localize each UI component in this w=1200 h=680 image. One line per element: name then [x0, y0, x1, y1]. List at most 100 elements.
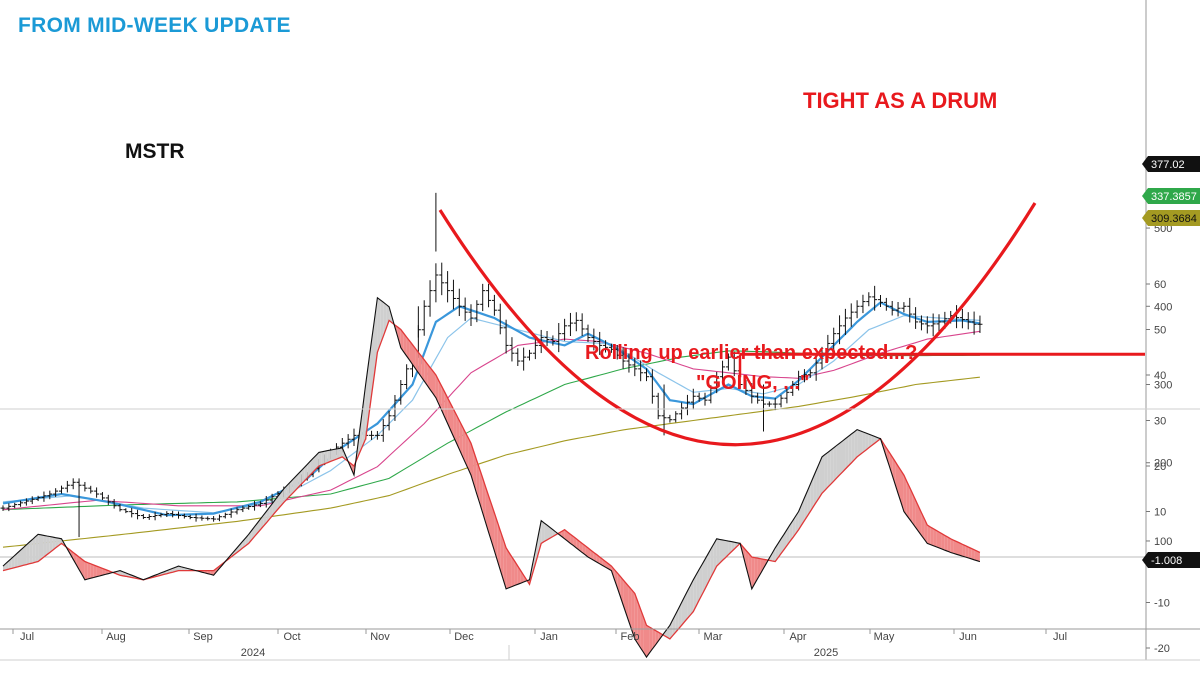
osc-tick-label: 50	[1154, 325, 1166, 337]
osc-fill-segment	[90, 563, 94, 579]
osc-fill-segment	[298, 470, 302, 488]
osc-fill-segment	[511, 557, 515, 587]
osc-fill-segment	[851, 431, 855, 463]
osc-fill-segment	[93, 565, 97, 578]
osc-fill-segment	[936, 530, 939, 548]
osc-fill-segment	[786, 525, 790, 546]
osc-fill-segment	[29, 539, 33, 564]
osc-fill-segment	[681, 596, 685, 626]
ma-line-ma-50	[2, 330, 980, 511]
osc-fill-segment	[822, 454, 825, 494]
month-label: May	[874, 631, 895, 643]
osc-fill-segment	[321, 451, 325, 465]
osc-fill-segment	[32, 536, 36, 564]
month-label: Aug	[106, 631, 126, 643]
osc-fill-segment	[816, 463, 820, 503]
osc-fill-segment	[848, 434, 852, 466]
osc-fill-segment	[807, 484, 811, 516]
osc-fill-segment	[754, 557, 758, 584]
price-tick-label: 400	[1154, 301, 1172, 313]
osc-fill-segment	[509, 552, 512, 588]
osc-fill-segment	[506, 547, 509, 589]
osc-fill-segment	[570, 534, 574, 546]
osc-fill-segment	[479, 469, 483, 513]
osc-tick-label: -20	[1154, 643, 1170, 655]
osc-fill-segment	[514, 561, 518, 586]
osc-fill-segment	[637, 601, 641, 648]
osc-fill-segment	[421, 356, 425, 382]
osc-fill-segment	[433, 371, 436, 398]
osc-fill-segment	[406, 337, 410, 361]
osc-fill-segment	[84, 561, 88, 580]
osc-fill-segment	[941, 533, 945, 551]
osc-fill-segment	[333, 448, 337, 461]
osc-fill-segment	[678, 602, 682, 629]
osc-fill-segment	[307, 461, 311, 479]
osc-fill-segment	[450, 403, 454, 437]
osc-fill-segment	[854, 429, 858, 460]
ma100-value-tag-text: 337.3857	[1151, 191, 1197, 203]
ma100-value-tag-pointer	[1142, 188, 1148, 204]
last-price-tag-pointer	[1142, 156, 1148, 172]
osc-fill-segment	[684, 591, 688, 622]
osc-fill-segment	[819, 456, 822, 498]
osc-value-tag-text: -1.008	[1151, 555, 1182, 567]
osc-fill-segment	[690, 579, 694, 615]
osc-fill-segment	[745, 550, 749, 578]
osc-fill-segment	[947, 537, 951, 553]
osc-fill-segment	[918, 506, 922, 536]
osc-fill-segment	[824, 452, 828, 491]
osc-fill-segment	[482, 478, 486, 523]
osc-fill-segment	[956, 541, 960, 556]
osc-fill-segment	[3, 563, 6, 571]
osc-fill-segment	[275, 496, 278, 513]
month-label: Jun	[959, 631, 977, 643]
osc-fill-segment	[795, 511, 799, 534]
osc-fill-segment	[96, 566, 100, 577]
osc-fill-segment	[418, 352, 422, 377]
osc-fill-segment	[845, 436, 849, 469]
osc-fill-segment	[497, 521, 501, 570]
osc-fill-segment	[386, 304, 390, 329]
osc-fill-segment	[699, 564, 703, 601]
osc-fill-segment	[836, 443, 840, 479]
osc-fill-segment	[631, 590, 635, 639]
osc-fill-segment	[871, 435, 875, 446]
osc-fill-segment	[82, 559, 85, 580]
osc-fill-segment	[839, 441, 843, 476]
osc-fill-segment	[544, 522, 547, 542]
osc-fill-segment	[35, 534, 39, 563]
osc-fill-segment	[971, 548, 975, 560]
ma-line-ma-200	[2, 376, 980, 548]
osc-fill-segment	[541, 520, 545, 544]
osc-fill-segment	[38, 534, 41, 562]
osc-fill-segment	[614, 569, 618, 588]
osc-fill-segment	[377, 297, 381, 353]
osc-fill-segment	[55, 537, 59, 548]
osc-fill-segment	[289, 479, 293, 497]
osc-fill-segment	[488, 495, 492, 542]
osc-fill-segment	[14, 552, 18, 568]
osc-fill-segment	[713, 538, 717, 572]
osc-fill-segment	[272, 500, 275, 516]
osc-fill-segment	[11, 555, 15, 569]
osc-fill-segment	[734, 542, 738, 549]
osc-fill-segment	[939, 532, 942, 549]
last-price-tag-text: 377.02	[1151, 159, 1185, 171]
osc-fill-segment	[906, 481, 910, 520]
annotation-tight-as-a-drum: TIGHT AS A DRUM	[803, 88, 998, 113]
osc-fill-segment	[318, 451, 322, 466]
ma200-value-tag-text: 309.3684	[1151, 213, 1197, 225]
osc-fill-segment	[582, 543, 586, 555]
osc-fill-segment	[789, 520, 793, 542]
osc-value-tag: -1.008	[1142, 552, 1200, 568]
osc-fill-segment	[468, 437, 471, 476]
month-label: Dec	[454, 631, 474, 643]
price-tick-label: 100	[1154, 536, 1172, 548]
osc-fill-segment	[944, 535, 948, 552]
osc-fill-segment	[339, 447, 343, 458]
osc-fill-segment	[707, 549, 711, 584]
osc-fill-segment	[500, 530, 504, 580]
osc-fill-segment	[696, 569, 700, 606]
